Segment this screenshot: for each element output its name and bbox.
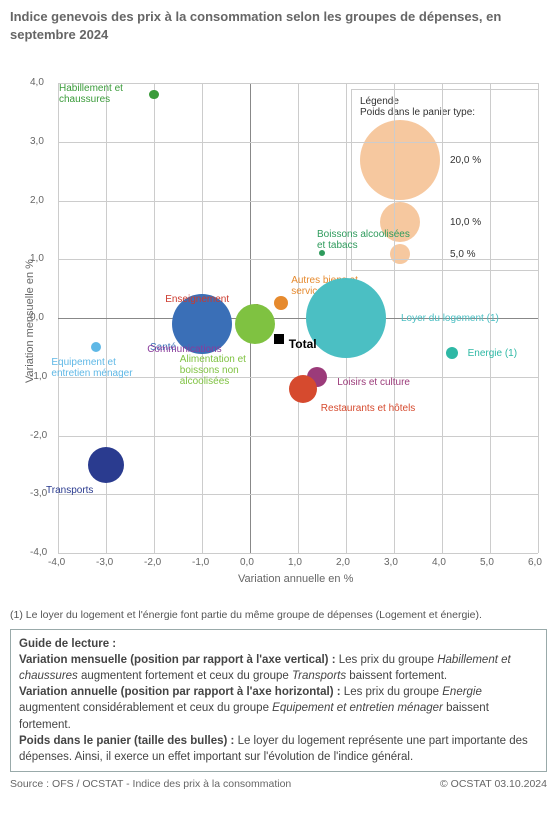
bubble-label: Enseignement — [165, 294, 229, 305]
guide-p3: Poids dans le panier (taille des bulles)… — [19, 733, 538, 765]
bubble-label: Alimentation etboissons nonalcoolisées — [180, 354, 246, 387]
ytick-label: 2,0 — [30, 195, 44, 206]
guide-p2: Variation annuelle (position par rapport… — [19, 684, 538, 732]
bubble-label: Energie (1) — [468, 348, 517, 359]
xtick-label: 2,0 — [336, 557, 350, 568]
bubble-label: Loisirs et culture — [337, 377, 410, 388]
guide-heading: Guide de lecture : — [19, 636, 538, 652]
bubble — [149, 90, 158, 99]
x-axis-label: Variation annuelle en % — [238, 573, 353, 585]
total-marker — [274, 334, 284, 344]
bubble-label: Equipement etentretien ménager — [51, 357, 132, 379]
ytick-label: 3,0 — [30, 136, 44, 147]
xtick-label: 4,0 — [432, 557, 446, 568]
xtick-label: -1,0 — [192, 557, 209, 568]
guide-p1: Variation mensuelle (position par rappor… — [19, 652, 538, 684]
xtick-label: 5,0 — [480, 557, 494, 568]
xtick-label: 1,0 — [288, 557, 302, 568]
source-right: © OCSTAT 03.10.2024 — [440, 778, 547, 790]
bubble — [306, 278, 386, 358]
xtick-label: -3,0 — [96, 557, 113, 568]
xtick-label: -2,0 — [144, 557, 161, 568]
gridline-v — [538, 83, 539, 553]
legend-item: 20,0 % — [360, 120, 530, 200]
bubble-label: Restaurants et hôtels — [321, 403, 416, 414]
ytick-label: 4,0 — [30, 77, 44, 88]
xtick-label: 3,0 — [384, 557, 398, 568]
legend-item-label: 10,0 % — [450, 217, 481, 228]
bubble-label: Boissons alcooliséeset tabacs — [317, 229, 410, 251]
gridline-h — [58, 436, 538, 437]
legend-title: Légende — [360, 96, 530, 107]
xtick-label: 0,0 — [240, 557, 254, 568]
bubble-label: Habillement etchaussures — [59, 83, 123, 105]
source-row: Source : OFS / OCSTAT - Indice des prix … — [10, 778, 547, 790]
xtick-label: 6,0 — [528, 557, 542, 568]
total-label: Total — [289, 337, 317, 351]
bubble-label: Loyer du logement (1) — [401, 313, 499, 324]
bubble — [235, 304, 275, 344]
gridline-h — [58, 553, 538, 554]
legend-item-label: 5,0 % — [450, 249, 476, 260]
ytick-label: -2,0 — [30, 430, 47, 441]
y-axis-label: Variation mensuelle en % — [24, 259, 36, 383]
gridline-h — [58, 142, 538, 143]
legend-item-label: 20,0 % — [450, 155, 481, 166]
bubble — [289, 375, 317, 403]
ytick-label: -3,0 — [30, 488, 47, 499]
bubble — [88, 447, 124, 483]
footnote: (1) Le loyer du logement et l'énergie fo… — [10, 609, 547, 621]
source-left: Source : OFS / OCSTAT - Indice des prix … — [10, 778, 291, 790]
bubble-label: Transports — [46, 485, 93, 496]
gridline-h — [58, 83, 538, 84]
chart-title: Indice genevois des prix à la consommati… — [10, 8, 547, 43]
chart-area: Légende Poids dans le panier type: 20,0 … — [10, 43, 547, 603]
gridline-h — [58, 259, 538, 260]
gridline-h — [58, 201, 538, 202]
bubble — [446, 347, 458, 359]
gridline-h — [58, 494, 538, 495]
legend-bubble — [360, 120, 440, 200]
legend-subtitle: Poids dans le panier type: — [360, 107, 530, 118]
guide-box: Guide de lecture : Variation mensuelle (… — [10, 629, 547, 772]
xtick-label: -4,0 — [48, 557, 65, 568]
ytick-label: -4,0 — [30, 547, 47, 558]
